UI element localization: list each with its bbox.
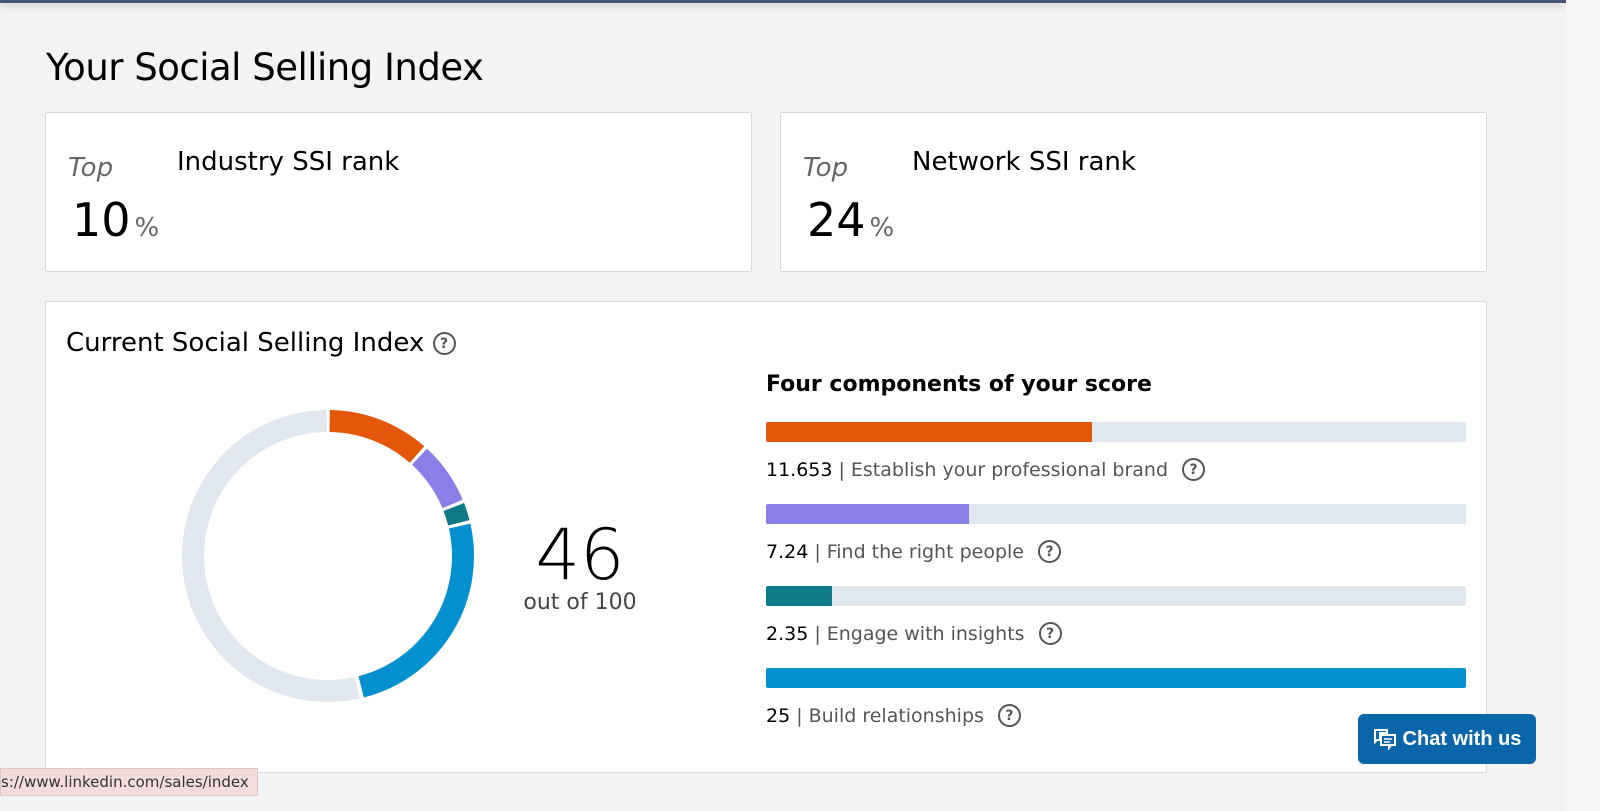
component-bar-fill: [766, 586, 832, 606]
unit: %: [869, 213, 895, 243]
chat-with-us-button[interactable]: Chat with us: [1358, 714, 1536, 764]
ssi-donut-chart: [182, 410, 474, 702]
component-bar-fill: [766, 422, 1093, 442]
help-icon[interactable]: ?: [432, 332, 456, 355]
donut-track: [182, 410, 360, 702]
component-value: 7.24: [766, 540, 809, 563]
top-label: Top: [803, 153, 849, 183]
scrollbar-track[interactable]: [1566, 0, 1600, 811]
component-label: 2.35 | Engage with insights?: [766, 622, 1466, 645]
component-bar-track: [766, 668, 1466, 688]
separator: |: [796, 704, 803, 727]
top-label: Top: [68, 153, 114, 183]
component-bar-track: [766, 586, 1466, 606]
industry-rank-card: Top Industry SSI rank 10%: [45, 112, 752, 272]
component-row: 11.653 | Establish your professional brand…: [766, 422, 1466, 481]
component-value: 25: [766, 704, 791, 727]
component-name: Find the right people: [826, 540, 1024, 563]
component-name: Engage with insights: [826, 622, 1025, 645]
value: 10: [72, 193, 131, 247]
component-row: 25 | Build relationships?: [766, 668, 1466, 727]
component-bar-track: [766, 504, 1466, 524]
page-title: Your Social Selling Index: [46, 46, 484, 89]
top-bar: [0, 0, 1566, 3]
network-rank-value: 24%: [807, 193, 894, 247]
chat-icon: [1373, 729, 1396, 750]
title-text: Current Social Selling Index: [66, 328, 425, 358]
ssi-score: 46 out of 100: [520, 520, 640, 615]
industry-rank-value: 10%: [72, 193, 159, 247]
component-label: 25 | Build relationships?: [766, 704, 1466, 727]
component-row: 2.35 | Engage with insights?: [766, 586, 1466, 645]
donut-segment: [329, 410, 425, 463]
network-rank-label: Network SSI rank: [912, 147, 1136, 177]
current-ssi-title: Current Social Selling Index ?: [66, 328, 456, 358]
status-url: s://www.linkedin.com/sales/index: [0, 768, 258, 796]
help-icon[interactable]: ?: [1182, 458, 1206, 481]
network-rank-card: Top Network SSI rank 24%: [780, 112, 1487, 272]
component-bar-fill: [766, 504, 969, 524]
component-label: 11.653 | Establish your professional brand…: [766, 458, 1466, 481]
component-bar-fill: [766, 668, 1466, 688]
donut-segment: [443, 503, 470, 526]
value: 24: [807, 193, 866, 247]
separator: |: [838, 458, 845, 481]
score-out-of: out of 100: [523, 590, 637, 615]
separator: |: [814, 540, 821, 563]
component-value: 2.35: [766, 622, 809, 645]
component-bar-track: [766, 422, 1466, 442]
donut-segment: [411, 448, 463, 509]
separator: |: [814, 622, 821, 645]
chat-label: Chat with us: [1402, 727, 1522, 750]
industry-rank-label: Industry SSI rank: [177, 147, 400, 177]
component-label: 7.24 | Find the right people?: [766, 540, 1466, 563]
current-ssi-card: Current Social Selling Index ? 46 out of…: [45, 301, 1487, 773]
unit: %: [134, 213, 160, 243]
donut-segment: [358, 523, 474, 698]
help-icon[interactable]: ?: [1038, 540, 1061, 563]
component-value: 11.653: [766, 458, 833, 481]
score-value: 46: [535, 514, 625, 596]
component-name: Establish your professional brand: [850, 458, 1169, 481]
components-title: Four components of your score: [766, 372, 1152, 397]
component-row: 7.24 | Find the right people?: [766, 504, 1466, 563]
help-icon[interactable]: ?: [1038, 622, 1062, 645]
component-name: Build relationships: [808, 704, 984, 727]
help-icon[interactable]: ?: [997, 704, 1021, 727]
